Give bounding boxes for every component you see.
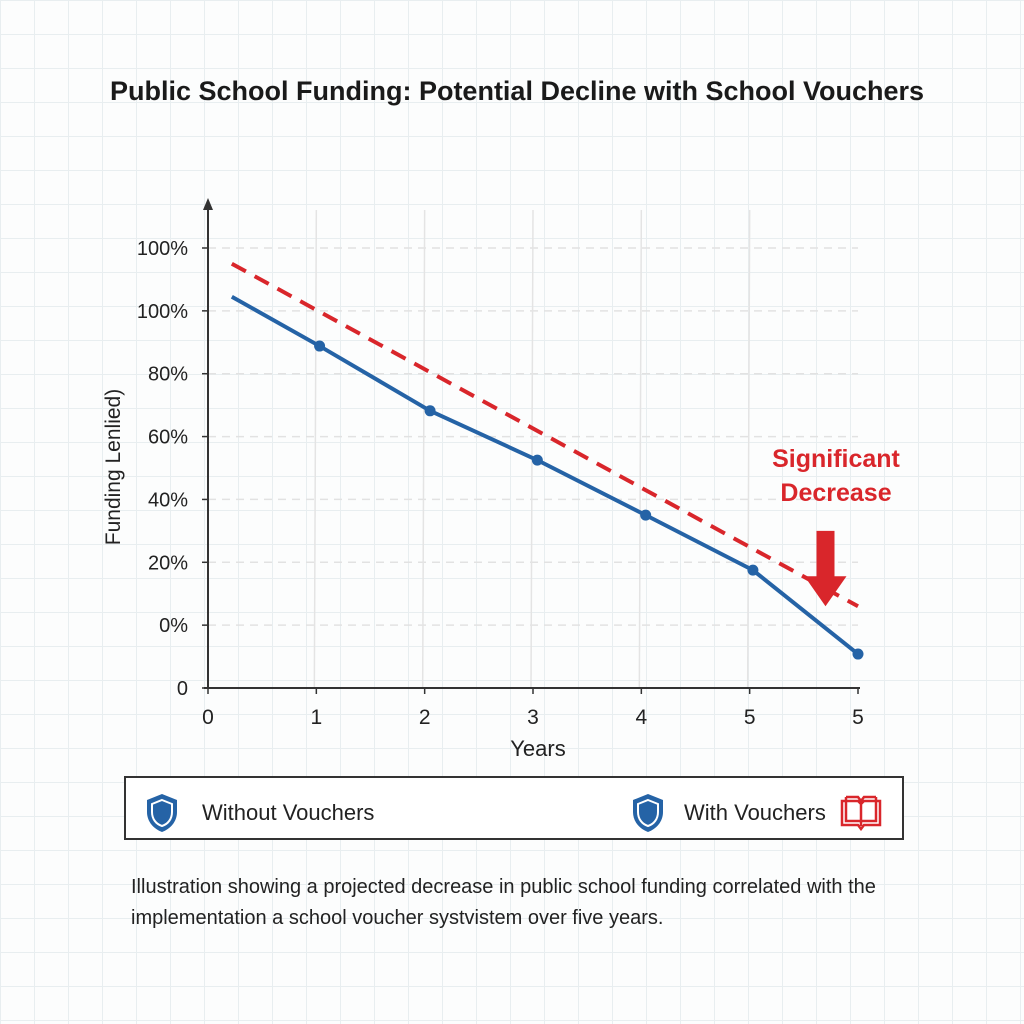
caption: Illustration showing a projected decreas…	[131, 876, 876, 929]
legend-label: Without Vouchers	[202, 800, 375, 825]
y-tick-label: 0	[177, 678, 188, 700]
y-tick-label: 40%	[148, 489, 188, 511]
annotation: Significant Decrease	[772, 445, 901, 607]
y-tick-label: 20%	[148, 552, 188, 574]
open-book-icon	[840, 795, 882, 831]
x-tick-label: 4	[635, 706, 647, 729]
x-tick-label: 5	[852, 706, 864, 729]
y-axis-label: Funding Lenlied)	[102, 389, 125, 545]
x-gridline	[746, 209, 751, 689]
series	[230, 261, 864, 660]
down-arrow-icon	[804, 530, 847, 607]
x-tick-label: 1	[310, 706, 322, 729]
axes: 0 0% 20% 40% 60% 80% 100% 100% 0 1 2 3 4 5 5 Years Fundi…	[102, 198, 864, 761]
series-line-without-vouchers	[230, 294, 860, 656]
x-tick-label: 5	[744, 706, 756, 729]
annotation-text: Decrease	[780, 479, 891, 507]
x-tick-label: 0	[202, 706, 214, 729]
data-point	[640, 509, 652, 521]
data-point	[747, 564, 759, 576]
y-tick-label: 60%	[148, 427, 188, 449]
series-line-with-vouchers	[230, 261, 859, 609]
y-tick-label: 80%	[148, 364, 188, 386]
data-point	[852, 648, 864, 660]
legend: Without Vouchers With Vouchers	[124, 776, 904, 840]
x-gridline	[313, 209, 318, 689]
x-gridline	[638, 209, 643, 689]
annotation-text: Significant	[772, 445, 900, 473]
grid	[208, 209, 858, 689]
x-tick-label: 2	[419, 706, 431, 729]
data-point	[531, 454, 543, 466]
x-gridline	[421, 209, 426, 689]
x-tick-label: 3	[527, 706, 539, 729]
y-tick-label: 100%	[137, 301, 188, 323]
y-tick-label: 100%	[137, 238, 188, 260]
x-gridline	[530, 209, 534, 689]
data-point	[424, 405, 436, 417]
chart-title: Public School Funding: Potential Decline…	[109, 76, 925, 106]
legend-item-with-vouchers: With Vouchers	[630, 792, 884, 834]
shield-icon	[147, 794, 177, 832]
legend-label: With Vouchers	[684, 800, 826, 825]
data-point	[314, 340, 326, 352]
legend-item-without-vouchers: Without Vouchers	[144, 792, 374, 834]
y-tick-label: 0%	[159, 615, 188, 637]
shield-icon	[633, 794, 663, 832]
y-axis-arrow	[203, 198, 213, 210]
x-axis-label: Years	[510, 736, 565, 761]
